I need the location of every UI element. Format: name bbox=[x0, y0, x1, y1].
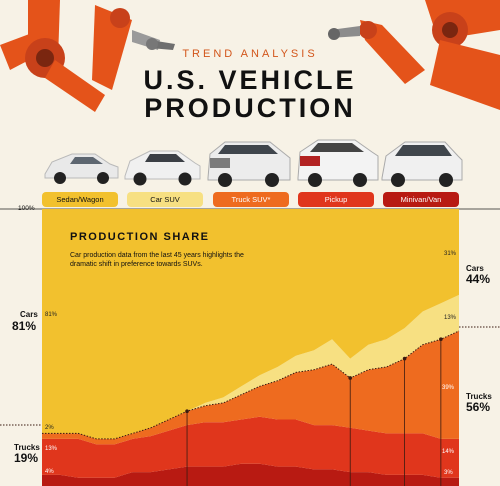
page-title-line1: U.S. VEHICLE bbox=[143, 65, 357, 95]
legend-truck-suv: Truck SUV* bbox=[213, 192, 289, 207]
stacked-areas bbox=[42, 209, 459, 486]
left-cars-value: 81% bbox=[12, 319, 37, 333]
right-trucks-label: Trucks bbox=[466, 392, 492, 401]
right-cars-label: Cars bbox=[466, 264, 484, 273]
robot-arm-left-illustration bbox=[0, 0, 175, 112]
chart-subtitle: Car production data from the last 45 yea… bbox=[70, 252, 244, 268]
vehicles-illustration bbox=[44, 139, 463, 187]
area-sedan-wagon bbox=[42, 209, 459, 439]
left-trucks-label: Trucks bbox=[14, 443, 40, 452]
legend-pickup: Pickup bbox=[298, 192, 374, 207]
pickup-truck-illustration bbox=[297, 139, 379, 187]
sedan-car-illustration bbox=[44, 153, 119, 184]
minivan-illustration bbox=[381, 141, 463, 187]
legend-sedan-wagon: Sedan/Wagon bbox=[42, 192, 118, 207]
minivan-start-label: 4% bbox=[45, 469, 54, 475]
legend-minivan-van: Minivan/Van bbox=[383, 192, 459, 207]
area-minivan-van bbox=[42, 463, 459, 486]
minivan-end-label: 3% bbox=[444, 470, 453, 476]
trucksuv-end-label: 39% bbox=[442, 385, 455, 391]
area-car-suv bbox=[42, 294, 459, 439]
top-axis-label: 100% bbox=[18, 205, 35, 212]
trucksuv-start-label: 2% bbox=[45, 425, 54, 431]
chart-title: PRODUCTION SHARE bbox=[70, 231, 210, 243]
left-trucks-value: 19% bbox=[14, 451, 39, 465]
sedan-end-label: 31% bbox=[444, 251, 457, 257]
right-cars-value: 44% bbox=[466, 272, 491, 286]
carsuv-end-label: 13% bbox=[444, 315, 457, 321]
annotation-lines bbox=[185, 337, 443, 486]
area-truck-suv bbox=[42, 330, 459, 445]
sedan-start-label: 81% bbox=[45, 312, 58, 318]
robot-arm-right-illustration bbox=[328, 0, 500, 110]
truck-suv-illustration bbox=[207, 141, 291, 187]
pickup-start-label: 13% bbox=[45, 446, 58, 452]
car-suv-illustration bbox=[124, 150, 201, 186]
truck-share-dotted-line bbox=[42, 330, 460, 440]
kicker-text: TREND ANALYSIS bbox=[182, 48, 318, 60]
right-trucks-value: 56% bbox=[466, 400, 491, 414]
left-cars-label: Cars bbox=[20, 310, 38, 319]
legend-car-suv: Car SUV bbox=[127, 192, 203, 207]
pickup-end-label: 14% bbox=[442, 449, 455, 455]
area-pickup bbox=[42, 416, 459, 478]
page-title-line2: PRODUCTION bbox=[144, 93, 356, 123]
